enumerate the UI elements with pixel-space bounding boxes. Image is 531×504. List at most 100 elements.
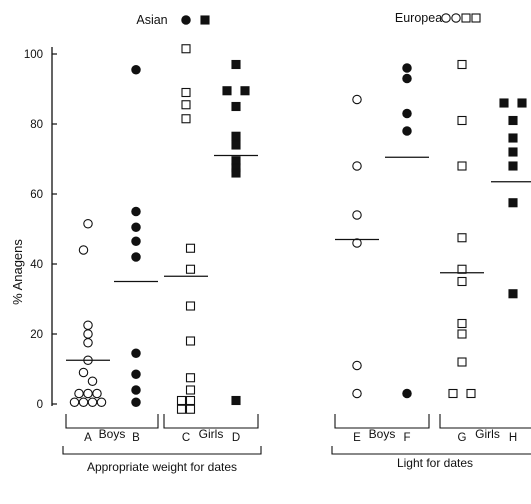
y-tick-label: 0 [37, 399, 43, 411]
data-point-A [78, 245, 89, 255]
data-point-C [185, 301, 196, 311]
data-point-G [457, 59, 467, 70]
data-point-G [457, 233, 467, 243]
data-point-B [131, 222, 141, 233]
series-D: D [214, 59, 258, 444]
group-bracket [331, 446, 531, 455]
data-point-C [185, 373, 196, 383]
title-marker [461, 13, 471, 23]
data-point-D [240, 86, 250, 96]
data-point-A [83, 320, 93, 330]
title-marker [200, 15, 210, 25]
data-point-G [457, 115, 467, 126]
data-point-G [457, 161, 467, 171]
subgroup-bracket [439, 414, 531, 429]
y-axis: 0 20 40 60 80 100 [24, 47, 57, 411]
data-point-A [87, 397, 98, 407]
data-point-C [176, 395, 187, 406]
data-point-A [92, 388, 102, 399]
series-F: F [385, 63, 429, 444]
data-point-E [352, 94, 362, 105]
series-E: E [335, 94, 379, 444]
data-point-E [352, 388, 362, 399]
title-marker [181, 15, 191, 25]
title-marker [441, 13, 451, 23]
data-point-C [185, 243, 196, 253]
data-point-A [83, 388, 93, 399]
y-tick-label: 20 [30, 329, 43, 341]
data-point-F [402, 63, 412, 73]
data-point-H [508, 198, 518, 208]
series-A: A [66, 219, 110, 444]
subgroup-label: Boys [99, 427, 126, 441]
category-label-D: D [232, 432, 240, 444]
data-point-C [185, 264, 196, 274]
data-point-D [231, 131, 241, 141]
y-tick-label: 60 [30, 189, 43, 201]
data-point-B [131, 348, 141, 358]
data-point-H [508, 289, 518, 299]
y-tick-label: 40 [30, 259, 43, 271]
subgroup-bracket [334, 414, 430, 429]
data-point-E [352, 360, 362, 371]
data-point-D [231, 395, 241, 406]
data-point-B [131, 236, 141, 247]
data-point-A [87, 376, 98, 386]
category-label-A: A [84, 432, 92, 444]
y-tick-label: 100 [24, 49, 43, 61]
series-H: H [491, 98, 531, 444]
group-label: Light for dates [397, 456, 473, 470]
data-point-H [517, 98, 527, 108]
data-point-D [222, 86, 232, 96]
data-point-G [457, 276, 467, 287]
data-point-D [231, 101, 241, 112]
data-point-B [131, 397, 141, 407]
title-marker [471, 13, 481, 23]
panel-european: European E F G H Boys Girls Light for dates [331, 11, 531, 470]
panel-title: Asian [136, 13, 167, 27]
data-point-H [508, 161, 518, 171]
data-point-C [176, 404, 187, 414]
y-axis-label: % Anagens [10, 239, 25, 305]
data-point-G [457, 264, 467, 274]
group-bracket [62, 446, 262, 455]
data-point-G [457, 357, 467, 367]
data-point-H [508, 115, 518, 126]
data-point-G [448, 388, 458, 399]
data-point-H [499, 98, 509, 108]
data-point-C [181, 114, 191, 124]
data-point-G [457, 318, 467, 329]
series-C: C [164, 44, 208, 444]
data-point-C [185, 404, 196, 414]
data-point-A [78, 367, 89, 378]
data-point-D [231, 59, 241, 70]
data-point-C [181, 100, 191, 110]
data-point-B [131, 252, 141, 262]
data-point-C [185, 385, 196, 395]
data-point-E [352, 210, 362, 220]
data-point-A [83, 337, 93, 348]
data-point-G [457, 329, 467, 339]
data-point-B [131, 206, 141, 217]
category-label-E: E [353, 432, 361, 444]
subgroup-label: Boys [369, 427, 396, 441]
subgroup-label: Girls [199, 427, 224, 441]
data-point-F [402, 126, 412, 136]
title-marker [451, 13, 461, 23]
series-B: B [114, 65, 158, 444]
data-point-A [83, 219, 93, 229]
data-point-A [96, 397, 107, 407]
data-point-H [508, 147, 518, 157]
panel-title: European [395, 11, 449, 25]
category-label-B: B [132, 432, 140, 444]
panel-asian: Asian 0 20 40 60 80 100 A B C D Boys Girls Appropriat… [24, 13, 262, 474]
data-point-A [78, 397, 89, 407]
subgroup-bracket [163, 414, 259, 429]
subgroup-bracket [65, 414, 159, 429]
data-point-F [402, 108, 412, 119]
category-label-F: F [403, 432, 410, 444]
data-point-A [69, 397, 80, 407]
data-point-C [185, 395, 196, 406]
series-G: G [440, 59, 484, 444]
